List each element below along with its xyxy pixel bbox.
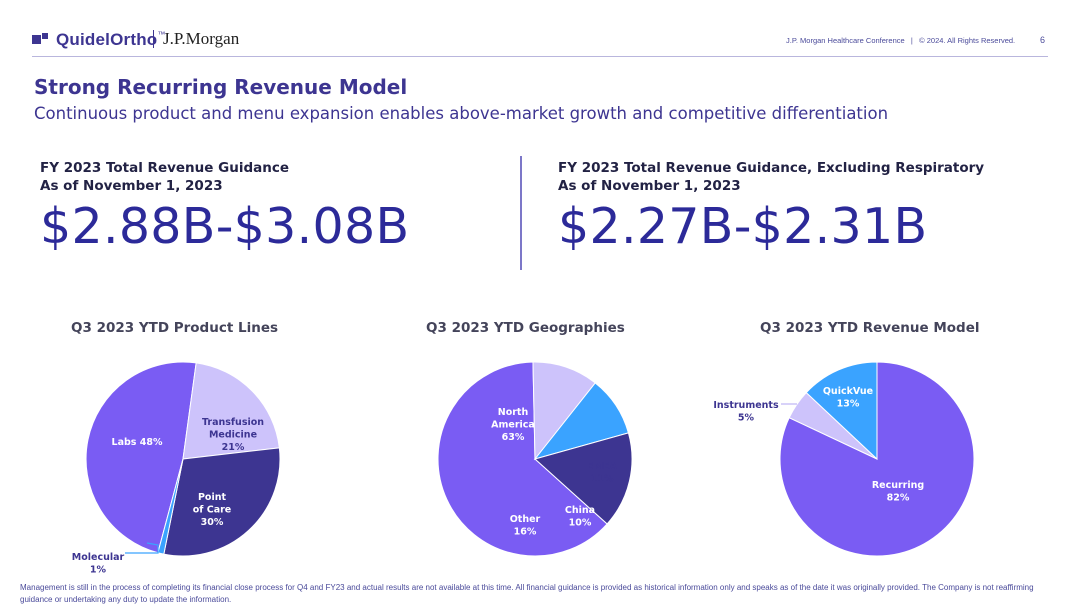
guidance-divider [520, 156, 522, 270]
pie-slice-geographies-north-america [437, 361, 608, 557]
pie-label-recurring: Recurring 82% [872, 480, 924, 504]
quidelortho-logo-icon [32, 33, 48, 44]
slide-subtitle: Continuous product and menu expansion en… [34, 104, 889, 123]
brand-logo-text: QuidelOrtho™ [56, 30, 166, 49]
slide-title: Strong Recurring Revenue Model [34, 75, 408, 99]
guidance-label-total: FY 2023 Total Revenue Guidance As of Nov… [40, 159, 289, 195]
pie-label-other: Other 16% [510, 514, 541, 538]
pie-slice-product-lines-labs [85, 361, 197, 554]
pie-title-product-lines: Q3 2023 YTD Product Lines [71, 320, 279, 336]
guidance-value-ex-respiratory: $2.27B-$2.31B [558, 198, 928, 255]
partner-logo-text: J.P.Morgan [163, 29, 240, 48]
guidance-label-line2: As of November 1, 2023 [558, 178, 741, 194]
pie-slice-geographies-emea [532, 361, 596, 461]
guidance-label-line1: FY 2023 Total Revenue Guidance, Excludin… [558, 160, 985, 176]
pie-label-point-of-care: Point of Care 30% [193, 492, 231, 528]
pie-label-china: China 10% [565, 505, 595, 529]
footnote: Management is still in the process of co… [20, 583, 1034, 604]
pie-slice-geographies-other [533, 432, 633, 525]
pie-title-revenue-model: Q3 2023 YTD Revenue Model [760, 320, 980, 336]
guidance-label-line2: As of November 1, 2023 [40, 178, 223, 194]
conference-notice: J.P. Morgan Healthcare Conference | © 20… [786, 36, 1016, 45]
pie-label-emea: EMEA 11% [587, 461, 617, 485]
pie-label-transfusion-medicine: Transfusion Medicine 21% [202, 417, 264, 453]
pie-label-quickvue: QuickVue 13% [823, 386, 873, 410]
pie-slice-product-lines-transfusion-medicine [182, 362, 280, 460]
pie-label-molecular: Molecular 1% [72, 552, 125, 576]
pie-slice-product-lines-point-of-care [163, 447, 281, 557]
pie-slice-revenue-model-quickvue [805, 361, 878, 461]
logo-divider [153, 30, 154, 48]
page-number: 6 [1040, 35, 1046, 45]
guidance-label-line1: FY 2023 Total Revenue Guidance [40, 160, 289, 176]
pie-label-instruments: Instruments 5% [713, 400, 779, 424]
guidance-label-ex-respiratory: FY 2023 Total Revenue Guidance, Excludin… [558, 159, 984, 195]
guidance-value-total: $2.88B-$3.08B [40, 198, 410, 255]
leader-line-molecular [125, 542, 159, 554]
header-rule [32, 56, 1048, 57]
pie-label-labs: Labs 48% [112, 437, 163, 448]
pie-label-north-america: North America 63% [491, 407, 535, 443]
pie-title-geographies: Q3 2023 YTD Geographies [426, 320, 625, 336]
